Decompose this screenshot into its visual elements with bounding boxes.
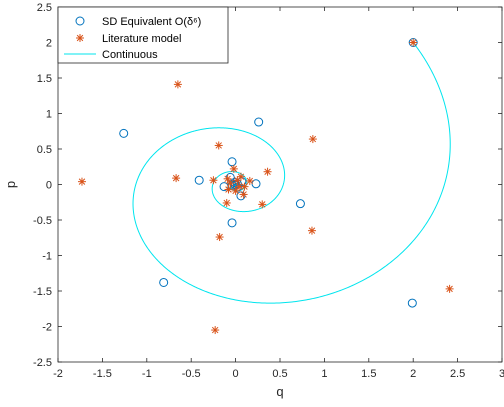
x-tick-label: 2 [410, 368, 416, 380]
x-tick-label: 1 [321, 368, 327, 380]
literature-model-point [211, 326, 220, 335]
x-tick-label: 0.5 [272, 368, 287, 380]
x-tick-label: 1.5 [361, 368, 376, 380]
y-tick-label: 1 [46, 109, 52, 121]
literature-model-point [231, 186, 240, 195]
legend: SD Equivalent O(δ⁶) Literature model Con… [57, 6, 229, 64]
y-tick-label: 2 [46, 38, 52, 50]
literature-model-point [224, 185, 233, 194]
literature-model-point [209, 176, 218, 185]
y-tick-label: 1.5 [37, 73, 52, 85]
legend-asterisk [76, 34, 84, 42]
literature-model-point [215, 233, 224, 242]
sd-equivalent-point [407, 298, 417, 308]
literature-model-point [214, 141, 223, 150]
legend-marker-literature-model [76, 34, 84, 42]
sd-equivalent-point [194, 175, 204, 185]
y-tick-label: 2.5 [37, 2, 52, 14]
legend-label-continuous: Continuous [102, 49, 158, 61]
literature-model-point [445, 284, 454, 293]
literature-model-point [258, 200, 267, 209]
legend-label-literature-model: Literature model [102, 33, 182, 45]
literature-model-point [172, 174, 181, 183]
x-tick-label: -1.5 [93, 368, 112, 380]
sd-equivalent-point [254, 117, 264, 127]
y-tick-label: -2.5 [33, 357, 52, 369]
literature-model-point [245, 176, 254, 185]
y-axis-label: p [3, 181, 18, 188]
y-tick-label: 0.5 [37, 144, 52, 156]
literature-model-point [308, 135, 317, 144]
sd-equivalent-point [119, 128, 129, 138]
x-tick-label: 2.5 [450, 368, 465, 380]
x-axis-label: q [276, 384, 283, 399]
literature-model-point [222, 198, 231, 207]
y-tick-label: 0 [46, 180, 52, 192]
y-tick-label: -1.5 [33, 286, 52, 298]
x-tick-label: -2 [53, 368, 63, 380]
legend-label-sd-equivalent: SD Equivalent O(δ⁶) [102, 16, 201, 28]
literature-model-point [409, 38, 418, 47]
literature-model-point [263, 167, 272, 176]
sd-equivalent-point [295, 199, 305, 209]
literature-model-point [173, 80, 182, 89]
literature-model-point [307, 226, 316, 235]
sd-equivalent-point [159, 277, 169, 287]
x-tick-label: 3 [499, 368, 504, 380]
sd-equivalent-point [227, 218, 237, 228]
literature-model-point [77, 177, 86, 186]
literature-model-point [239, 190, 248, 199]
y-tick-label: -0.5 [33, 215, 52, 227]
literature-model-point [235, 182, 244, 191]
y-tick-label: -2 [42, 322, 52, 334]
marker-series [77, 38, 454, 335]
literature-model-point [233, 176, 242, 185]
x-tick-label: -0.5 [182, 368, 201, 380]
literature-model-point [229, 164, 238, 173]
literature-model-point [223, 174, 232, 183]
x-tick-label: -1 [142, 368, 152, 380]
y-tick-label: -1 [42, 251, 52, 263]
literature-model-point [226, 179, 235, 188]
x-tick-label: 0 [233, 368, 239, 380]
legend-marker-sd-equivalent [75, 16, 85, 26]
axis-ticks: -2 -1.5 -1 -0.5 0 0.5 1 1.5 2 2.5 3-2.5-2-1.5-1-0.… [33, 2, 504, 380]
sd-equivalent-point [227, 157, 237, 167]
